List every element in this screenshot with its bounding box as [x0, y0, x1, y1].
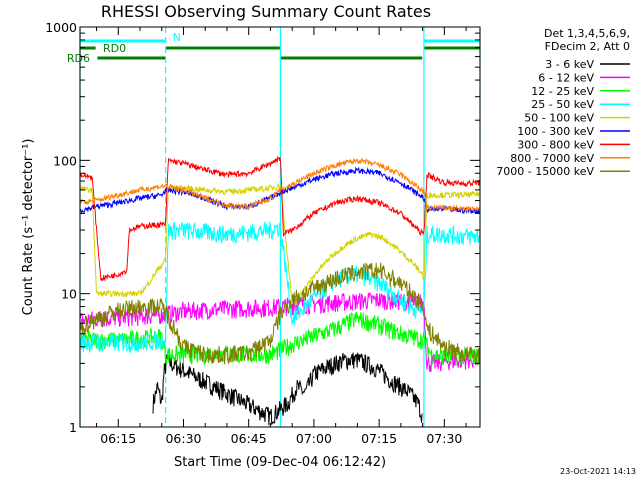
flag-label-rd0: RD0	[103, 42, 126, 55]
series-line-7	[79, 157, 481, 213]
x-tick-label: 07:30	[426, 431, 462, 446]
legend-entry-label: 50 - 100 keV	[524, 112, 594, 125]
legend-entry-label: 25 - 50 keV	[531, 98, 594, 111]
series-lines	[79, 156, 481, 426]
y-tick-label: 10	[61, 287, 77, 302]
flag-label-n: N	[173, 31, 181, 44]
x-tick-label: 07:15	[361, 431, 397, 446]
legend-entry-label: 12 - 25 keV	[531, 85, 594, 98]
series-line-4	[79, 183, 480, 302]
y-axis-label: Count Rate (s⁻¹ detector⁻¹)	[21, 139, 36, 316]
x-tick-label: 06:45	[231, 431, 267, 446]
series-line-3	[79, 221, 480, 354]
chart-legend: Det 1,3,4,5,6,9,FDecim 2, Att 0 3 - 6 keV…	[496, 27, 630, 178]
legend-entry-label: 7000 - 15000 keV	[496, 165, 594, 178]
series-line-5	[79, 166, 480, 215]
legend-header: Det 1,3,4,5,6,9,	[544, 27, 630, 40]
flag-label-rd6: RD6	[67, 52, 90, 65]
legend-entry-label: 800 - 7000 keV	[510, 152, 594, 165]
legend-entry-label: 3 - 6 keV	[545, 58, 594, 71]
x-tick-label: 06:30	[165, 431, 201, 446]
series-line-8	[79, 262, 481, 365]
y-tick-label: 1	[69, 420, 77, 435]
legend-entry-label: 6 - 12 keV	[538, 71, 594, 84]
footer-timestamp: 23-Oct-2021 14:13	[560, 467, 636, 476]
x-axis-label: Start Time (09-Dec-04 06:12:42)	[174, 455, 386, 470]
legend-header: FDecim 2, Att 0	[545, 40, 630, 53]
x-tick-label: 06:15	[100, 431, 136, 446]
legend-entry-label: 300 - 800 keV	[517, 138, 594, 151]
x-tick-label: 07:00	[296, 431, 332, 446]
y-tick-label: 100	[53, 153, 77, 168]
plot-axes: 06:15 06:30 06:45 07:00 07:15 07:30 1 10 100 1000	[45, 20, 481, 446]
series-line-0	[152, 352, 423, 426]
legend-entry-label: 100 - 300 keV	[517, 125, 594, 138]
series-line-6	[79, 156, 481, 283]
chart-title: RHESSI Observing Summary Count Rates	[101, 2, 431, 21]
plot-frame	[79, 26, 481, 428]
series-line-2	[79, 311, 481, 367]
instrument-flags: N RD0 RD6	[67, 31, 480, 65]
y-tick-label: 1000	[45, 20, 77, 35]
